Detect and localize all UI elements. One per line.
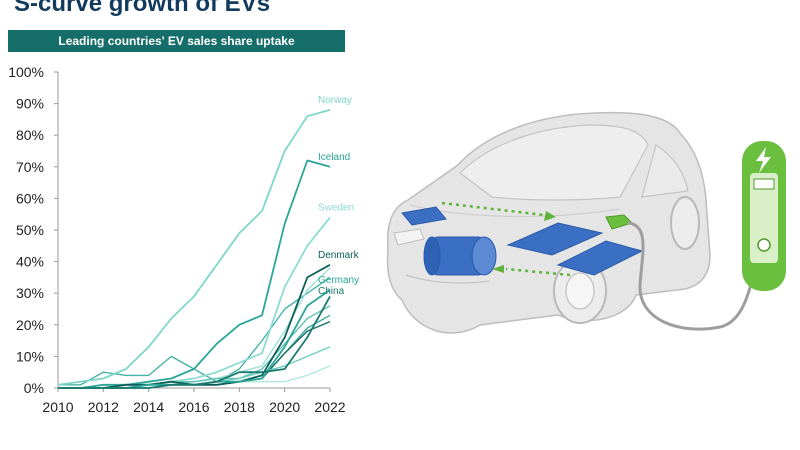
series-line-germany (58, 289, 331, 389)
y-tick-label: 100% (8, 64, 44, 80)
series-label-sweden: Sweden (318, 202, 354, 213)
x-tick-label: 2018 (224, 399, 255, 415)
chart-banner: Leading countries' EV sales share uptake (8, 30, 345, 52)
control-unit (401, 206, 447, 226)
x-tick-label: 2012 (88, 399, 119, 415)
y-tick-label: 20% (16, 317, 44, 333)
ev-components (401, 201, 644, 277)
series-label-denmark: Denmark (318, 250, 360, 261)
chart-series (57, 109, 331, 389)
lightning-icon (756, 147, 771, 173)
y-tick-label: 10% (16, 348, 44, 364)
x-tick-label: 2016 (178, 399, 209, 415)
ev-charging-illustration (386, 111, 786, 334)
motor-end-cap (471, 236, 497, 276)
series-label-china: China (318, 286, 345, 297)
series-line-norway (57, 109, 331, 386)
charger-display (753, 178, 775, 190)
car-side-window (641, 144, 689, 198)
car-rear-wheel (670, 196, 700, 250)
series-line-iceland (58, 159, 331, 389)
flow-arrow-top-head (544, 211, 556, 221)
x-tick-label: 2014 (133, 399, 164, 415)
series-label-norway: Norway (318, 95, 352, 106)
y-tick-label: 80% (16, 127, 44, 143)
charging-station (627, 141, 786, 331)
page-title: S-curve growth of EVs (14, 0, 271, 17)
chart-axes: 0% 10% 20% 30% 40% 50% 60% 70% 80% 90% 100% 2010 201… (8, 64, 346, 415)
car-headlight (393, 228, 425, 246)
y-tick-label: 70% (16, 159, 44, 175)
y-tick-label: 40% (16, 254, 44, 270)
car-windshield (459, 124, 649, 201)
y-tick-label: 50% (16, 222, 44, 238)
flow-arrow-bottom-head (492, 265, 504, 273)
y-tick-label: 30% (16, 285, 44, 301)
battery-pack-front (506, 222, 604, 256)
series-line-china (58, 295, 331, 389)
charger-panel (750, 173, 778, 263)
charger-socket (757, 238, 771, 252)
y-tick-label: 0% (24, 380, 44, 396)
series-label-germany: Germany (318, 275, 359, 286)
y-tick-label: 60% (16, 190, 44, 206)
charging-cable (627, 221, 760, 331)
y-tick-label: 90% (16, 96, 44, 112)
car-illustration (386, 111, 711, 334)
series-line-switzerland (58, 305, 331, 389)
series-label-iceland: Iceland (318, 152, 350, 163)
motor-front-cap (423, 236, 441, 276)
car-grille (405, 274, 491, 284)
x-tick-label: 2010 (42, 399, 73, 415)
ev-share-line-chart: 0% 10% 20% 30% 40% 50% 60% 70% 80% 90% 100% 2010 201… (8, 64, 360, 415)
car-front-wheel-hub (565, 272, 595, 310)
x-tick-label: 2020 (269, 399, 300, 415)
x-tick-label: 2022 (314, 399, 345, 415)
flow-arrow-top (441, 201, 545, 217)
